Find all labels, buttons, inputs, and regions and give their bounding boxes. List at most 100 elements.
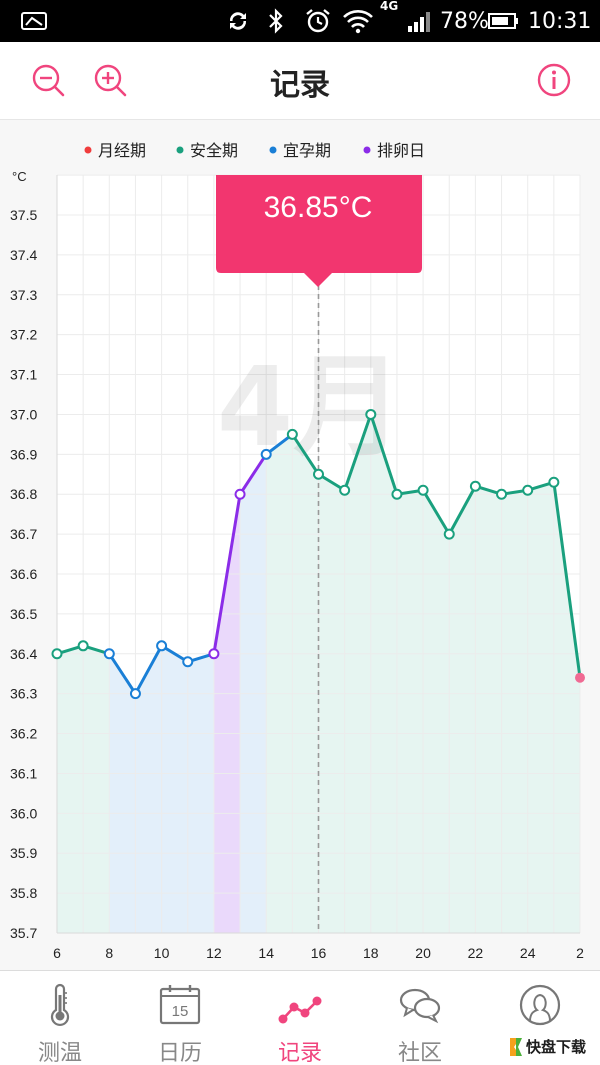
x-tick-label: 24 <box>520 945 536 961</box>
y-tick-label: 35.8 <box>10 885 37 901</box>
data-point[interactable] <box>234 488 246 500</box>
y-tick-label: 37.2 <box>10 327 37 343</box>
series-segment <box>447 484 477 536</box>
x-tick-label: 12 <box>206 945 222 961</box>
tab-label: 测温 <box>37 1041 82 1065</box>
legend-label: 安全期 <box>190 141 238 160</box>
data-point[interactable] <box>51 648 63 660</box>
data-point[interactable] <box>469 480 481 492</box>
series-segment <box>421 488 451 536</box>
series-segment <box>369 412 399 496</box>
tab-community[interactable]: 社区 <box>360 971 480 1065</box>
thermometer-icon <box>50 983 70 1027</box>
y-tick-label: 36.5 <box>10 606 37 622</box>
battery-percent: 78% <box>440 8 489 34</box>
x-tick-label: 22 <box>468 945 484 961</box>
chart-line-icon <box>278 996 322 1024</box>
tab-label: 社区 <box>397 1041 442 1065</box>
clock: 10:31 <box>528 8 592 34</box>
x-tick-label: 18 <box>363 945 379 961</box>
series-segment <box>212 492 242 656</box>
watermark-logo: 快盘下载 <box>510 1038 586 1056</box>
image-icon <box>21 12 47 30</box>
watermark-text: 快盘下载 <box>526 1038 586 1056</box>
y-tick-label: 36.7 <box>10 526 37 542</box>
app-header: 记录 <box>0 42 600 120</box>
data-point[interactable] <box>208 648 220 660</box>
selected-value-text: 36.85°C <box>264 191 373 224</box>
data-point[interactable] <box>313 468 324 480</box>
x-tick-label: 8 <box>105 945 113 961</box>
status-bar: 4G 78% 10:31 <box>0 0 600 42</box>
data-point[interactable] <box>260 448 272 460</box>
data-point[interactable] <box>182 656 194 668</box>
data-point[interactable] <box>339 484 351 496</box>
tab-calendar[interactable]: 15 日历 <box>120 971 240 1065</box>
tab-label: 记录 <box>277 1041 322 1065</box>
signal-icon <box>408 12 430 32</box>
x-tick-label: 16 <box>311 945 327 961</box>
series-segment <box>343 412 373 492</box>
y-tick-label: 37.1 <box>10 367 37 383</box>
calendar-day: 15 <box>172 1003 189 1020</box>
tab-measure[interactable]: 测温 <box>0 971 120 1065</box>
data-point[interactable] <box>443 528 455 540</box>
data-point[interactable] <box>522 484 534 496</box>
calendar-icon: 15 <box>159 985 201 1025</box>
series-segment <box>133 644 164 696</box>
bluetooth-icon <box>269 8 283 34</box>
sync-icon <box>229 12 247 30</box>
data-point[interactable] <box>575 672 585 683</box>
series-segment <box>238 452 268 496</box>
series-segment <box>552 480 582 680</box>
page-title: 记录 <box>270 68 330 103</box>
series-segment <box>107 652 137 696</box>
y-tick-label: 36.4 <box>10 646 37 662</box>
chart-canvas[interactable]: 4月 °C 37.5 37.4 37.3 37.2 37.1 37.0 36.9 36.8 36.7… <box>0 120 600 970</box>
legend-label: 月经期 <box>98 141 146 160</box>
data-point[interactable] <box>286 428 298 440</box>
data-point[interactable] <box>156 640 168 652</box>
alarm-icon <box>306 9 330 33</box>
legend-dot <box>84 146 92 154</box>
legend-label: 宜孕期 <box>283 141 331 160</box>
data-point[interactable] <box>129 688 141 700</box>
tab-record[interactable]: 记录 <box>240 971 360 1065</box>
y-tick-label: 37.0 <box>10 406 37 422</box>
tab-label: 日历 <box>157 1041 202 1065</box>
legend-dot <box>363 146 371 154</box>
data-point[interactable] <box>77 640 89 652</box>
legend-dot <box>269 146 277 154</box>
x-tick-label: 2 <box>576 945 584 961</box>
y-tick-label: 37.4 <box>10 247 37 263</box>
info-icon[interactable] <box>536 62 572 98</box>
zoom-in-icon[interactable] <box>92 62 128 98</box>
data-point[interactable] <box>417 484 429 496</box>
data-point[interactable] <box>103 648 115 660</box>
y-tick-label: 35.9 <box>10 845 37 861</box>
data-point[interactable] <box>548 476 560 488</box>
y-tick-label: 35.7 <box>10 925 37 941</box>
battery-icon <box>488 13 518 29</box>
temperature-chart[interactable]: 4月 °C 37.5 37.4 37.3 37.2 37.1 37.0 36.9 36.8 36.7… <box>0 120 600 970</box>
y-tick-label: 36.2 <box>10 726 37 742</box>
y-tick-label: 37.3 <box>10 287 37 303</box>
y-unit-label: °C <box>12 169 27 184</box>
tab-profile[interactable] <box>480 971 600 1065</box>
y-tick-label: 37.5 <box>10 207 37 223</box>
chat-bubbles-icon <box>399 988 441 1024</box>
data-point[interactable] <box>391 488 403 500</box>
x-tick-label: 6 <box>53 945 61 961</box>
y-tick-label: 36.8 <box>10 486 37 502</box>
data-point[interactable] <box>496 488 508 500</box>
zoom-out-icon[interactable] <box>30 62 66 98</box>
profile-icon <box>519 984 561 1026</box>
y-tick-label: 36.0 <box>10 805 37 821</box>
y-tick-label: 36.1 <box>10 765 37 781</box>
wifi-icon <box>343 10 373 34</box>
legend-dot <box>176 146 184 154</box>
data-point[interactable] <box>365 408 377 420</box>
series-segment <box>290 432 320 476</box>
selected-value-tooltip <box>216 175 422 287</box>
y-tick-label: 36.9 <box>10 446 37 462</box>
